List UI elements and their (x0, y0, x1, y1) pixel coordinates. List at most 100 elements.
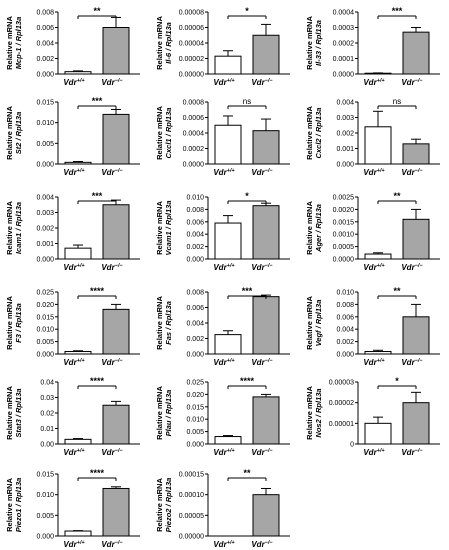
y-tick-label: 0.04 (40, 380, 54, 387)
bar (402, 402, 430, 445)
y-tick-label: 0.000 (336, 352, 354, 359)
significance-label: * (395, 376, 399, 386)
significance-label: * (245, 191, 249, 201)
bar (64, 247, 92, 260)
bar (214, 222, 242, 260)
x-tick-label: Vdr+/+ (363, 358, 385, 367)
y-tick-label: 0.00004 (179, 41, 204, 48)
bar (64, 161, 92, 165)
y-axis-label: Relative mRNA (155, 386, 164, 440)
y-tick-label: 0.008 (186, 290, 204, 297)
y-axis-label: Relative mRNA (5, 296, 14, 350)
y-tick-label: 0.002 (336, 131, 354, 138)
y-tick-label: 0.00002 (329, 400, 354, 407)
significance-label: ns (243, 97, 251, 106)
significance-label: *** (92, 191, 103, 201)
bar (214, 55, 242, 75)
y-axis-gene-label: Il-6 / Rpl13a (164, 22, 173, 64)
y-tick-label: 0.00002 (179, 56, 204, 63)
y-tick-label: 0.0006 (183, 115, 205, 122)
y-axis-label: Relative mRNA (305, 106, 314, 160)
y-axis-gene-label: Cxcl2 / Rpl13a (314, 108, 323, 159)
y-tick-label: 0.0000 (333, 72, 355, 79)
significance-label: * (245, 6, 249, 16)
significance-label: ** (393, 286, 401, 296)
y-tick-label: 0.00000 (179, 534, 204, 541)
significance-label: **** (90, 376, 105, 386)
y-tick-label: 0.004 (336, 327, 354, 334)
y-axis-gene-label: Vcam1 / Rpl13a (164, 200, 173, 255)
x-tick-label: Vdr−/− (101, 540, 123, 549)
chart-panel: 0.00000 0.00002 0.00004 0.00006 0.00008 Relat… (155, 6, 290, 87)
x-tick-label: Vdr+/+ (363, 168, 385, 177)
y-tick-label: 0.000 (186, 257, 204, 264)
y-axis-gene-label: Piezo2 / Rpl13a (164, 478, 173, 533)
bar (252, 296, 280, 355)
bar (102, 113, 130, 165)
x-tick-label: Vdr+/+ (213, 168, 235, 177)
x-tick-label: Vdr+/+ (363, 263, 385, 272)
x-tick-label: Vdr−/− (101, 168, 123, 177)
y-axis-label: Relative mRNA (305, 386, 314, 440)
x-tick-label: Vdr−/− (401, 448, 423, 457)
bar (402, 31, 430, 75)
x-tick-label: Vdr−/− (251, 540, 273, 549)
y-axis-gene-label: Cxcl1 / Rpl13a (164, 108, 173, 159)
y-axis-gene-label: Plau / Rpl13a (164, 390, 173, 437)
chart-panel: 0 0.00001 0.00002 0.00003 Relative mRNA Nos2 … (305, 376, 440, 457)
y-tick-label: 0.002 (186, 244, 204, 251)
x-tick-label: Vdr−/− (251, 168, 273, 177)
y-tick-label: 0.015 (36, 472, 54, 479)
y-tick-label: 0.000 (36, 72, 54, 79)
bar (364, 253, 392, 260)
x-tick-label: Vdr+/+ (213, 78, 235, 87)
x-tick-label: Vdr−/− (101, 448, 123, 457)
y-tick-label: 0.002 (336, 339, 354, 346)
y-tick-label: 0.004 (36, 41, 54, 48)
chart-panel: 0.0000 0.0001 0.0002 0.0003 0.0004 Relative m… (305, 6, 440, 87)
y-tick-label: 0.00006 (179, 25, 204, 32)
y-tick-label: 0.010 (186, 417, 204, 424)
bar (102, 308, 130, 355)
y-tick-label: 0.005 (186, 429, 204, 436)
significance-label: **** (90, 468, 105, 478)
chart-panel: 0.0000 0.0002 0.0004 0.0006 0.0008 Relative m… (155, 97, 290, 177)
x-tick-label: Vdr−/− (251, 448, 273, 457)
y-tick-label: 0.015 (36, 314, 54, 321)
x-tick-label: Vdr−/− (251, 78, 273, 87)
x-tick-label: Vdr+/+ (213, 540, 235, 549)
y-tick-label: 0.0025 (333, 195, 355, 202)
y-tick-label: 0.0001 (333, 56, 355, 63)
bar (402, 143, 430, 165)
y-tick-label: 0.0010 (333, 232, 355, 239)
y-tick-label: 0.003 (36, 210, 54, 217)
y-tick-label: 0.0004 (333, 10, 355, 17)
bar (102, 204, 130, 260)
y-tick-label: 0.0005 (333, 244, 355, 251)
chart-panel: 0.000 0.002 0.004 0.006 0.008 0.010 Relative m… (305, 286, 440, 367)
y-tick-label: 0.006 (36, 25, 54, 32)
y-tick-label: 0.010 (36, 120, 54, 127)
y-tick-label: 0.015 (36, 100, 54, 107)
bar (214, 436, 242, 445)
y-axis-gene-label: Fas / Rpl13a (164, 301, 173, 345)
x-tick-label: Vdr−/− (401, 78, 423, 87)
bar (102, 487, 130, 537)
y-tick-label: 0.0008 (183, 100, 205, 107)
x-tick-label: Vdr−/− (251, 358, 273, 367)
y-axis-label: Relative mRNA (5, 478, 14, 532)
y-axis-label: Relative mRNA (5, 16, 14, 70)
y-tick-label: 0.0003 (333, 25, 355, 32)
bar (252, 494, 280, 537)
bar (214, 124, 242, 165)
y-tick-label: 0.00 (40, 442, 54, 449)
y-tick-label: 0.006 (186, 305, 204, 312)
y-axis-gene-label: St2 / Rpl13a (14, 112, 23, 155)
y-tick-label: 0.020 (186, 392, 204, 399)
x-tick-label: Vdr+/+ (363, 448, 385, 457)
significance-label: ** (393, 191, 401, 201)
bar (364, 126, 392, 165)
y-tick-label: 0 (350, 442, 354, 449)
x-tick-label: Vdr+/+ (213, 448, 235, 457)
